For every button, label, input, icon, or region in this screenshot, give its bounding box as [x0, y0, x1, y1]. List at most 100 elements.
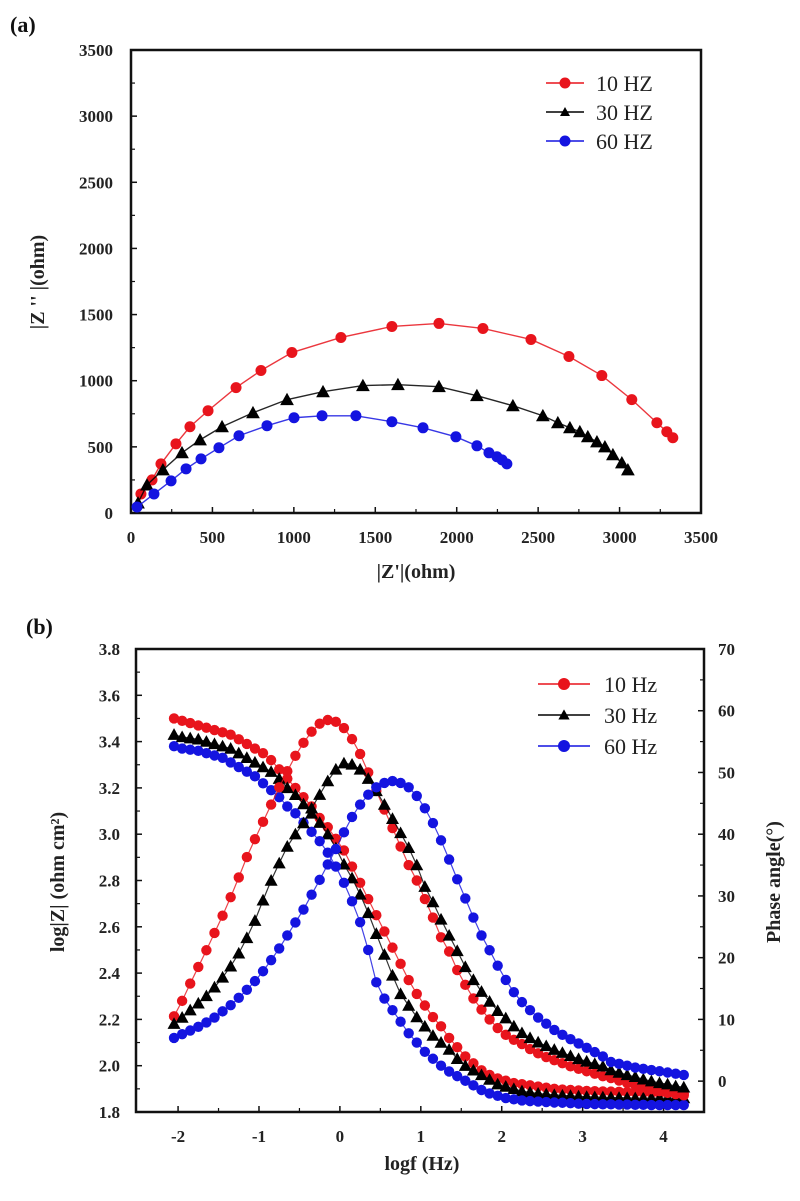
data-point — [346, 896, 358, 907]
data-point — [225, 1000, 236, 1011]
data-point — [516, 1079, 528, 1090]
data-point — [532, 1081, 544, 1092]
data-point — [410, 1010, 424, 1023]
data-point — [185, 978, 196, 989]
data-point — [280, 392, 294, 406]
data-point — [207, 980, 221, 993]
data-point — [230, 382, 242, 394]
data-point — [193, 432, 207, 446]
y-tick-label-right: 60 — [718, 702, 735, 721]
series-60-hz-logz — [168, 741, 689, 1111]
x-tick-label: 0 — [336, 1127, 345, 1146]
data-point — [450, 944, 464, 957]
data-point — [232, 746, 246, 759]
data-point — [335, 331, 347, 343]
data-point — [395, 1016, 406, 1027]
data-point — [419, 893, 431, 905]
nyquist-legend: 10 HZ 30 HZ 60 HZ — [546, 71, 653, 154]
data-point — [442, 928, 456, 941]
data-point — [290, 917, 301, 928]
data-point — [452, 1041, 463, 1053]
data-point — [565, 1033, 576, 1045]
data-point — [193, 720, 204, 731]
series-line — [140, 322, 674, 495]
data-point — [265, 785, 277, 796]
data-point — [435, 1060, 447, 1071]
data-point — [547, 1088, 561, 1101]
data-point — [620, 1091, 634, 1104]
data-point — [580, 429, 595, 443]
data-point — [604, 1063, 618, 1076]
data-point — [614, 455, 629, 469]
data-point — [353, 762, 367, 775]
data-point — [298, 737, 309, 749]
x-tick-label: 1500 — [358, 528, 392, 547]
data-point — [322, 847, 333, 858]
data-point — [290, 750, 301, 761]
data-point — [241, 851, 253, 863]
y-tick-label: 3000 — [79, 107, 113, 126]
data-point — [207, 737, 221, 750]
data-point — [470, 388, 484, 402]
series-30-hz-logz — [167, 728, 691, 1104]
data-point — [191, 732, 205, 745]
data-point — [443, 1032, 455, 1044]
data-point — [168, 1032, 180, 1044]
data-point — [386, 416, 398, 428]
data-point — [329, 762, 343, 775]
data-point — [165, 475, 177, 487]
series-60-hz — [131, 410, 513, 513]
data-point — [321, 774, 335, 787]
data-point — [474, 1068, 488, 1081]
data-point — [354, 799, 366, 810]
legend-label: 60 HZ — [596, 129, 653, 154]
data-point — [477, 322, 489, 334]
data-point — [290, 808, 301, 819]
data-point — [286, 347, 298, 359]
data-point — [313, 788, 327, 800]
data-point — [483, 994, 497, 1007]
data-point — [185, 1025, 196, 1036]
data-point — [337, 756, 351, 769]
data-point — [246, 405, 260, 419]
data-point — [435, 1021, 447, 1032]
data-point — [596, 370, 608, 382]
data-point — [515, 1084, 529, 1097]
data-point — [272, 856, 286, 869]
data-point — [296, 816, 310, 829]
data-point — [678, 1069, 689, 1081]
data-point — [651, 417, 663, 429]
data-point — [677, 1080, 691, 1093]
data-point — [403, 974, 414, 986]
series-30-hz-phase — [167, 756, 691, 1093]
data-point — [249, 975, 261, 987]
data-point — [646, 1099, 657, 1111]
data-point — [274, 943, 285, 954]
data-point — [419, 1046, 431, 1058]
data-point — [176, 1029, 188, 1040]
data-point — [646, 1064, 657, 1076]
data-point — [199, 989, 213, 1002]
legend-label: 30 HZ — [596, 100, 653, 125]
data-point — [377, 798, 391, 810]
data-point — [265, 799, 277, 810]
data-point — [241, 766, 253, 777]
data-point — [555, 1088, 569, 1101]
data-point — [176, 715, 188, 726]
data-point — [468, 1058, 479, 1069]
data-point — [241, 738, 253, 750]
data-point — [354, 916, 366, 928]
data-point — [193, 745, 204, 757]
data-point — [385, 968, 399, 981]
data-point — [379, 777, 390, 789]
data-point — [411, 1037, 422, 1048]
legend-marker — [559, 77, 571, 89]
data-point — [411, 790, 422, 802]
data-point — [248, 914, 262, 926]
nyquist-x-axis-title: |Z'|(ohm) — [377, 561, 456, 583]
x-tick-label: 1000 — [277, 528, 311, 547]
data-point — [524, 1095, 536, 1107]
data-point — [458, 960, 472, 973]
data-point — [573, 1098, 584, 1109]
data-point — [418, 880, 432, 892]
